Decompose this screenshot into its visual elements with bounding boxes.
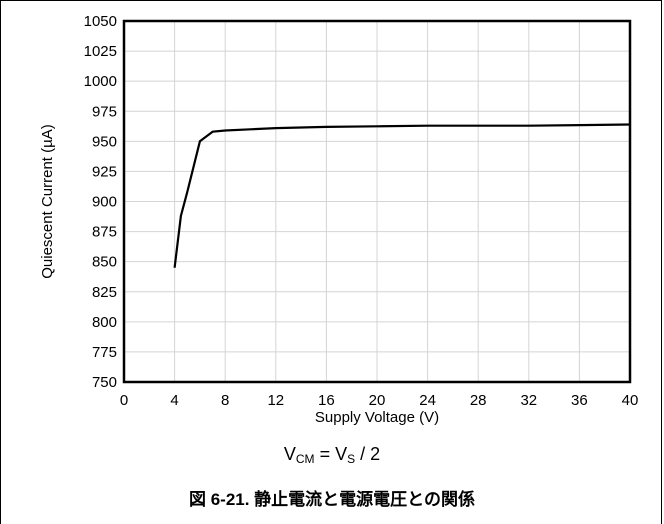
condition-eq: = V [314,444,348,464]
x-tick-label: 20 [369,392,386,409]
x-tick-label: 36 [571,392,588,409]
x-tick-label: 4 [170,392,178,409]
y-tick-label: 900 [92,194,117,211]
x-tick-label: 40 [622,392,639,409]
y-tick-label: 825 [92,284,117,301]
y-tick-label: 775 [92,344,117,361]
y-tick-label: 975 [92,103,117,120]
grid [123,20,631,383]
y-axis-ticks: 750 775 800 825 850 875 900 925 950 975 1000 1025 10… [84,13,117,391]
y-tick-label: 1000 [84,73,117,90]
x-tick-label: 8 [221,392,229,409]
condition-s: S [347,452,356,466]
condition-v: V [283,444,296,464]
condition-cm: CM [295,452,315,466]
x-tick-label: 16 [318,392,335,409]
figure-caption: 図 6-21. 静止電流と電源電圧との関係 [188,490,476,509]
line-chart: 750 775 800 825 850 875 900 925 950 975 1000 1025 10… [39,13,639,426]
x-axis-ticks: 0 4 8 12 16 20 24 28 32 36 40 [120,392,639,409]
x-tick-label: 12 [267,392,284,409]
y-tick-label: 800 [92,314,117,331]
condition-tail: / 2 [355,444,381,464]
plot-border [122,19,632,384]
x-tick-label: 0 [120,392,128,409]
series-group [173,123,631,268]
y-tick-label: 875 [92,224,117,241]
y-tick-label: 850 [92,254,117,271]
x-tick-label: 32 [520,392,537,409]
test-condition: VCM = VS / 2 [0,444,664,466]
x-tick-label: 24 [419,392,436,409]
x-tick-label: 28 [470,392,487,409]
y-tick-label: 750 [92,374,117,391]
series-line [173,123,631,268]
y-tick-label: 1050 [84,13,117,30]
x-axis-label: Supply Voltage (V) [315,409,439,426]
y-axis-label: Quiescent Current (µA) [39,124,56,279]
y-tick-label: 1025 [84,43,117,60]
y-tick-label: 950 [92,133,117,150]
y-tick-label: 925 [92,163,117,180]
